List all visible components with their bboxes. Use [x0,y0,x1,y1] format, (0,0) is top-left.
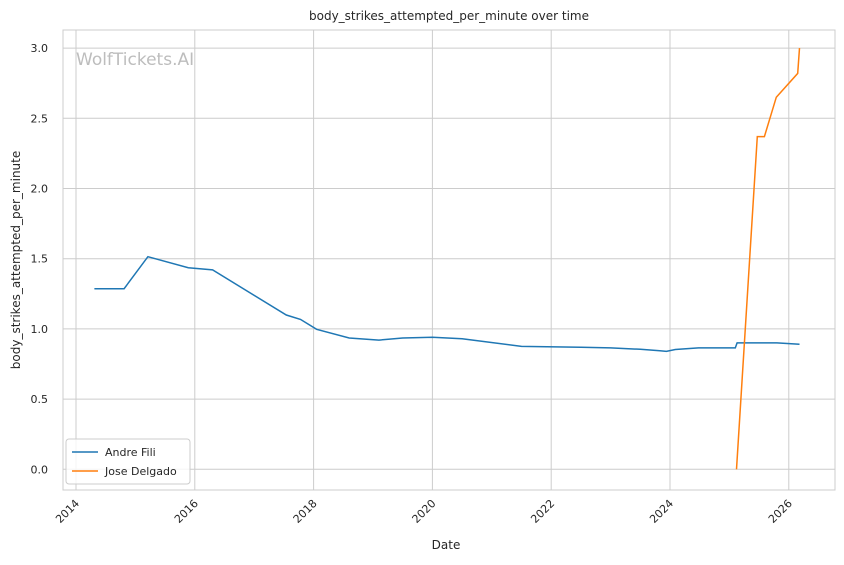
y-tick-label: 1.0 [31,323,49,336]
y-axis-label: body_strikes_attempted_per_minute [9,151,23,369]
x-tick-label: 2016 [172,497,201,526]
x-tick-label: 2022 [528,497,557,526]
plot-area [63,30,835,490]
y-tick-label: 2.0 [31,183,49,196]
watermark: WolfTickets.AI [76,50,194,70]
x-tick-label: 2024 [647,497,676,526]
x-tick-label: 2018 [291,497,320,526]
chart-title: body_strikes_attempted_per_minute over t… [309,9,589,23]
x-tick-label: 2014 [53,497,82,526]
y-tick-label: 0.5 [31,393,49,406]
x-tick-label: 2026 [766,497,795,526]
legend-label: Jose Delgado [104,465,177,478]
y-tick-label: 0.0 [31,463,49,476]
x-tick-label: 2020 [410,497,439,526]
y-tick-label: 2.5 [31,112,49,125]
y-tick-label: 1.5 [31,253,49,266]
y-tick-label: 3.0 [31,42,49,55]
x-axis-label: Date [432,538,461,552]
legend-label: Andre Fili [105,446,156,459]
legend: Andre Fili Jose Delgado [66,439,190,484]
